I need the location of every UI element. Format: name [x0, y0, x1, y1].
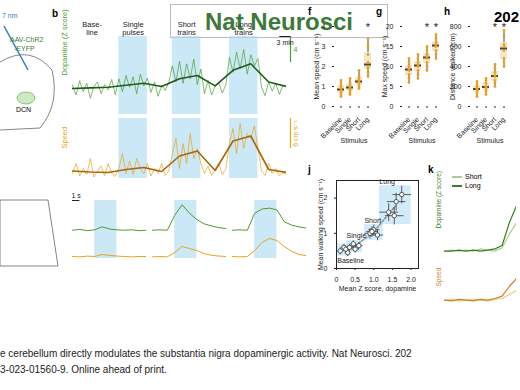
svg-text:Distance walked (cm): Distance walked (cm) [449, 33, 457, 100]
svg-text:*: * [502, 21, 507, 33]
svg-text:*: * [434, 21, 439, 33]
svg-text:Mean Z score, dopamine: Mean Z score, dopamine [339, 285, 417, 293]
svg-text:3 min: 3 min [277, 39, 294, 46]
svg-text:2.0: 2.0 [406, 276, 416, 283]
svg-text:3: 3 [322, 43, 326, 50]
svg-text:Mean speed (cm s⁻¹): Mean speed (cm s⁻¹) [313, 34, 321, 100]
svg-text:Dopamine (Z score): Dopamine (Z score) [60, 9, 69, 76]
svg-text:Stimulus: Stimulus [409, 137, 436, 144]
svg-text:4: 4 [322, 23, 326, 30]
svg-text:0: 0 [390, 103, 394, 110]
svg-text:Stimulus: Stimulus [341, 137, 368, 144]
svg-text:20: 20 [386, 23, 394, 30]
svg-text:Singlepulses: Singlepulses [122, 20, 144, 37]
svg-text:Single: Single [347, 232, 367, 240]
svg-text:1: 1 [322, 83, 326, 90]
svg-text:2: 2 [322, 63, 326, 70]
svg-text:Speed: Speed [60, 127, 69, 149]
svg-text:Longtrains: Longtrains [235, 20, 254, 37]
svg-text:Long: Long [379, 178, 395, 186]
svg-text:*: * [493, 21, 498, 33]
svg-text:Base-line: Base-line [82, 20, 102, 37]
svg-text:Long: Long [422, 116, 439, 133]
svg-text:Speed: Speed [435, 267, 443, 286]
svg-text:*: * [425, 21, 430, 33]
svg-text:Dopamine (Z score): Dopamine (Z score) [435, 171, 443, 228]
svg-text:1.0: 1.0 [369, 276, 379, 283]
svg-text:Mean walking speed (cm s⁻¹): Mean walking speed (cm s⁻¹) [317, 179, 325, 270]
svg-text:5: 5 [390, 83, 394, 90]
svg-text:4: 4 [294, 46, 298, 53]
svg-text:Stimulus: Stimulus [477, 137, 504, 144]
svg-text:Long: Long [490, 116, 507, 133]
svg-text:0: 0 [458, 103, 462, 110]
svg-text:0: 0 [335, 276, 339, 283]
svg-text:1 s: 1 s [72, 192, 82, 199]
svg-text:Baseline: Baseline [337, 257, 364, 264]
svg-text:Max speed (cm s⁻¹): Max speed (cm s⁻¹) [381, 36, 389, 98]
svg-text:0: 0 [322, 103, 326, 110]
svg-text:800: 800 [450, 23, 462, 30]
svg-text:Short: Short [364, 217, 381, 224]
svg-text:Long: Long [354, 116, 371, 133]
svg-text:0.5: 0.5 [350, 276, 360, 283]
svg-text:1.5: 1.5 [388, 276, 398, 283]
svg-text:Shorttrains: Shorttrains [177, 20, 196, 37]
svg-text:6 cm s⁻¹: 6 cm s⁻¹ [292, 120, 299, 147]
svg-text:*: * [366, 21, 371, 33]
